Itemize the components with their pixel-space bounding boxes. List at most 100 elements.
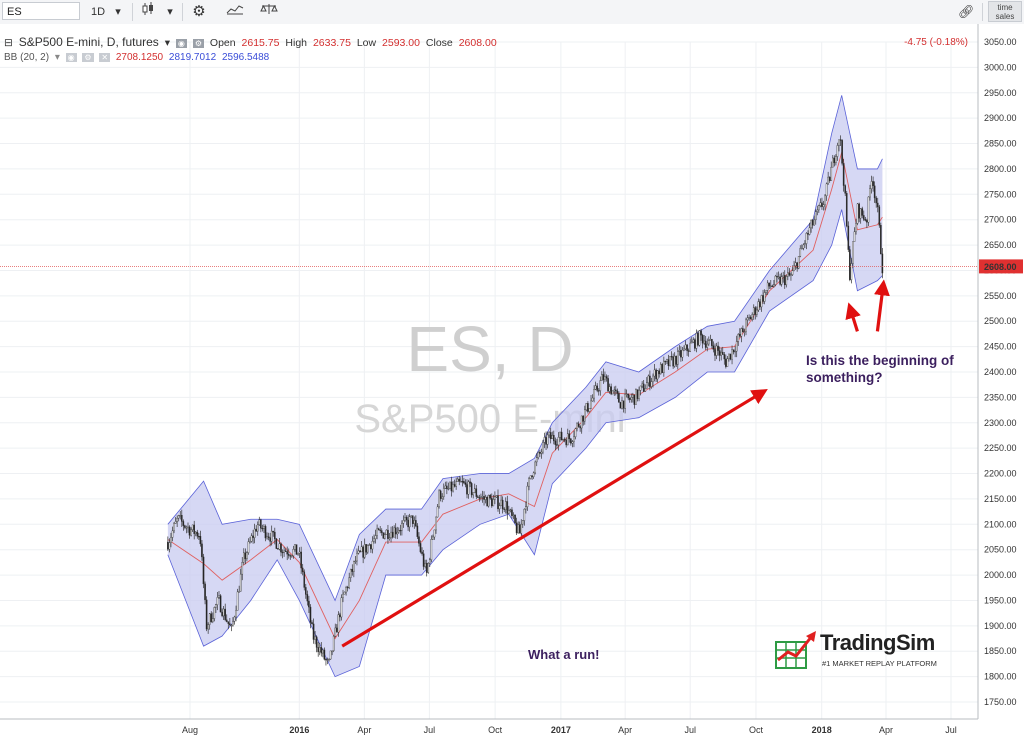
price-tick-label: 2350.00 bbox=[984, 392, 1017, 402]
candle-body bbox=[278, 543, 281, 550]
candle-body bbox=[439, 490, 442, 499]
candle-body bbox=[325, 659, 327, 661]
chevron-down-icon[interactable]: ▾ bbox=[164, 37, 170, 49]
candle-bar bbox=[545, 431, 547, 451]
candle-bar bbox=[467, 479, 470, 499]
candle-bar bbox=[432, 534, 434, 541]
link-icon[interactable]: 🔗︎ bbox=[958, 4, 975, 19]
candle-bar bbox=[430, 535, 433, 563]
candle-bar bbox=[768, 282, 771, 290]
candle-bar bbox=[735, 335, 738, 358]
price-tick-label: 2400.00 bbox=[984, 367, 1017, 377]
candle-bar bbox=[542, 439, 544, 455]
candle-bar bbox=[489, 493, 492, 500]
candle-bar bbox=[880, 222, 882, 255]
candle-body bbox=[306, 594, 309, 602]
candle-bar bbox=[590, 395, 592, 410]
candle-bar bbox=[298, 547, 301, 559]
collapse-icon[interactable]: ⊟ bbox=[4, 37, 13, 49]
candle-body bbox=[303, 571, 306, 588]
candle-body bbox=[680, 350, 682, 358]
high-label: High bbox=[285, 37, 308, 49]
candle-bar bbox=[250, 533, 253, 543]
candle-bar bbox=[287, 548, 290, 559]
candle-bar bbox=[256, 521, 259, 536]
candle-bar bbox=[487, 494, 490, 508]
candle-body bbox=[585, 403, 588, 411]
candle-bar bbox=[469, 478, 471, 488]
candle-bar bbox=[179, 511, 182, 520]
candle-body bbox=[788, 272, 791, 276]
candle-body bbox=[196, 531, 199, 537]
candle-body bbox=[813, 219, 815, 226]
candle-body bbox=[263, 526, 265, 529]
candle-bar bbox=[401, 520, 403, 536]
toolbar-divider bbox=[132, 3, 133, 21]
price-tick-label: 2800.00 bbox=[984, 164, 1017, 174]
compare-icon[interactable] bbox=[258, 2, 280, 22]
candle-body bbox=[363, 544, 366, 558]
eye-icon[interactable]: ◉ bbox=[65, 53, 77, 62]
candle-bar bbox=[870, 175, 873, 194]
candlestick-icon[interactable] bbox=[140, 2, 156, 22]
candle-body bbox=[379, 529, 381, 531]
candle-body bbox=[272, 530, 275, 533]
candle-bar bbox=[731, 345, 733, 365]
settings-icon[interactable]: ⚙ bbox=[82, 53, 94, 62]
candle-body bbox=[523, 508, 526, 521]
candle-bar bbox=[435, 516, 437, 534]
close-value: 2608.00 bbox=[458, 37, 497, 49]
time-tick-label: Jul bbox=[424, 725, 436, 735]
open-value: 2615.75 bbox=[241, 37, 280, 49]
candle-bar bbox=[604, 371, 606, 383]
candle-body bbox=[650, 381, 653, 387]
time-sales-button[interactable]: time sales bbox=[988, 1, 1022, 22]
symbol-input[interactable]: ES bbox=[2, 2, 80, 20]
bollinger-bands bbox=[167, 95, 883, 678]
candle-bar bbox=[704, 335, 707, 351]
candle-body bbox=[628, 397, 631, 400]
candle-bar bbox=[447, 482, 450, 491]
candle-bar bbox=[728, 353, 730, 362]
candle-bar bbox=[548, 431, 550, 438]
candle-bar bbox=[607, 374, 609, 392]
candle-bar bbox=[193, 520, 195, 540]
candle-body bbox=[760, 295, 763, 308]
candle-bar bbox=[695, 329, 698, 353]
settings-icon[interactable]: ⚙ bbox=[192, 39, 204, 48]
gear-icon[interactable]: ⚙ bbox=[192, 3, 206, 20]
candle-bar bbox=[762, 289, 764, 304]
candle-body bbox=[821, 202, 823, 207]
candle-bar bbox=[312, 618, 315, 644]
candle-body bbox=[498, 505, 501, 510]
candle-body bbox=[484, 497, 487, 500]
candle-body bbox=[526, 485, 529, 507]
interval-button[interactable]: 1D bbox=[90, 6, 106, 18]
legend-title[interactable]: S&P500 E-mini, D, futures bbox=[18, 35, 159, 49]
candle-body bbox=[517, 524, 519, 534]
close-icon[interactable]: ✕ bbox=[99, 53, 111, 62]
chevron-down-icon[interactable]: ▾ bbox=[54, 52, 60, 63]
bb-label[interactable]: BB (20, 2) bbox=[4, 52, 50, 63]
price-chart[interactable]: ES, D S&P500 E-mini 1750.001800.001850.0… bbox=[0, 24, 1024, 743]
chevron-down-icon[interactable]: ▾ bbox=[115, 6, 121, 18]
candle-bar bbox=[318, 642, 321, 656]
candle-bar bbox=[749, 315, 752, 320]
candle-body bbox=[176, 518, 178, 522]
chevron-down-icon[interactable]: ▾ bbox=[167, 6, 173, 18]
candle-body bbox=[503, 508, 505, 510]
candle-body bbox=[687, 350, 690, 352]
candle-body bbox=[548, 432, 550, 436]
candle-body bbox=[593, 389, 595, 399]
candle-body bbox=[604, 376, 606, 381]
candle-bar bbox=[315, 635, 318, 653]
candle-body bbox=[360, 546, 363, 553]
indicators-icon[interactable] bbox=[224, 2, 246, 22]
eye-icon[interactable]: ◉ bbox=[175, 39, 187, 48]
candle-bar bbox=[281, 549, 284, 559]
candle-bar bbox=[452, 481, 454, 493]
candle-body bbox=[590, 400, 592, 409]
candle-body bbox=[391, 531, 394, 538]
candle-body bbox=[765, 290, 767, 293]
candle-body bbox=[707, 340, 710, 345]
